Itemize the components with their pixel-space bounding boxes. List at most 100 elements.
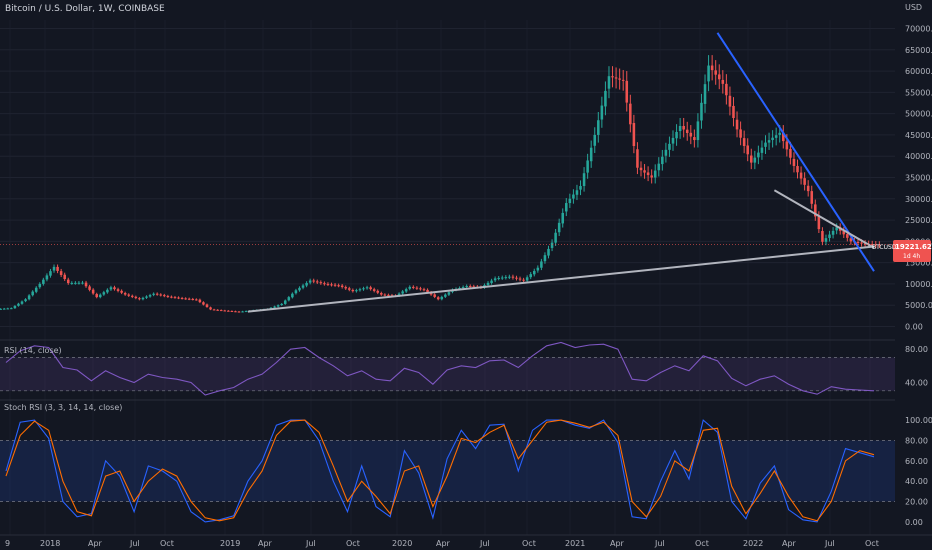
candle-body [148, 295, 152, 297]
candle-body [518, 278, 522, 280]
time-tick-label: 2019 [220, 539, 240, 548]
time-tick-label: Oct [522, 539, 536, 548]
grid-lines [0, 20, 895, 535]
candle-body [696, 121, 700, 141]
candle-body [682, 125, 685, 130]
candle-body [187, 298, 191, 300]
candle-body [276, 305, 280, 307]
candle-body [572, 194, 575, 199]
candle-body [597, 120, 600, 135]
candle-body [757, 152, 760, 158]
time-tick-label: Jul [305, 539, 316, 548]
candle-body [565, 203, 568, 212]
candle-body [561, 212, 565, 224]
trendline[interactable] [716, 32, 875, 272]
oscillator-tick-label: 60.00 [905, 457, 928, 466]
candle-body [348, 288, 351, 290]
trendline[interactable] [247, 245, 875, 313]
candle-body [106, 289, 109, 293]
candle-body [173, 297, 177, 299]
candle-body [778, 132, 782, 135]
candle-body [31, 291, 34, 296]
candle-body [170, 296, 173, 298]
candle-body [522, 279, 525, 281]
candle-body [557, 222, 561, 233]
candle-body [77, 282, 81, 284]
price-axis[interactable]: 0.005000.0010000.0015000.0020000.0025000… [905, 25, 932, 332]
candle-body [714, 70, 717, 75]
candle-body [141, 297, 145, 300]
trendline-group[interactable] [0, 32, 893, 313]
candle-body [529, 274, 532, 278]
price-tick-label: 50000.00 [905, 110, 932, 119]
candle-body [774, 135, 778, 138]
chart-title: Bitcoin / U.S. Dollar, 1W, COINBASE [5, 4, 165, 14]
candle-body [703, 84, 707, 104]
candle-body [180, 298, 184, 300]
candle-body [419, 288, 422, 290]
candle-body [344, 287, 348, 289]
candle-body [74, 282, 77, 284]
candle-body [273, 306, 276, 308]
candle-body [404, 289, 408, 292]
candle-body [493, 278, 497, 281]
price-tick-label: 55000.00 [905, 88, 932, 97]
time-tick-label: Jul [654, 539, 665, 548]
oscillator-line [5, 341, 875, 396]
stoch-rsi-pane[interactable]: 0.00 20.00 40.00 60.00 80.00 100.00 [0, 416, 932, 527]
candle-body [120, 290, 123, 293]
candle-body [323, 283, 326, 285]
trendline[interactable] [773, 189, 875, 249]
candle-body [444, 294, 447, 297]
candle-body [42, 279, 45, 284]
candle-body [38, 283, 42, 288]
candle-body [668, 143, 671, 150]
candle-body [710, 65, 714, 71]
candle-body [291, 293, 294, 298]
candle-body [803, 178, 806, 185]
candle-body [195, 299, 198, 301]
candle-body [131, 295, 134, 297]
time-tick-label: 2022 [743, 539, 763, 548]
time-tick-label: 9 [5, 539, 10, 548]
candle-body [2, 308, 6, 310]
candle-body [152, 293, 155, 295]
candle-body [458, 287, 461, 289]
candle-body [586, 160, 589, 173]
candle-body [159, 294, 163, 296]
candle-body [863, 243, 867, 245]
candle-body [415, 287, 419, 289]
stoch-title: Stoch RSI (3, 3, 14, 14, close) [4, 403, 122, 412]
candle-body [874, 244, 878, 246]
candle-body [216, 309, 219, 311]
time-axis[interactable]: 9 2018 Apr Jul Oct 2019 Apr Jul Oct 2020 Apr Jul Oct… [5, 539, 879, 548]
candle-body [66, 279, 70, 284]
candle-body [821, 231, 824, 242]
candle-body [582, 173, 586, 187]
candle-body [749, 155, 753, 163]
candle-body [721, 79, 725, 84]
oscillator-line [5, 419, 875, 523]
candle-body [831, 230, 835, 235]
time-tick-label: Oct [160, 539, 174, 548]
candle-body [657, 163, 661, 171]
rsi-pane[interactable]: 40.00 80.00 [0, 341, 928, 396]
candle-body [497, 277, 500, 279]
candle-body [693, 137, 696, 141]
candle-body [219, 310, 223, 312]
candle-body [625, 80, 629, 103]
candle-body [611, 76, 614, 78]
price-tick-label: 15000.00 [905, 259, 932, 268]
candle-body [639, 167, 643, 171]
last-price-ticker: BTCUSD [872, 244, 897, 251]
candle-body [817, 215, 821, 230]
candle-body [732, 105, 735, 119]
candle-body [789, 148, 792, 158]
rsi-title: RSI (14, close) [4, 346, 62, 355]
band-fill [0, 440, 895, 502]
oscillator-tick-label: 80.00 [905, 345, 928, 354]
candle-body [600, 105, 604, 120]
candle-body [81, 282, 84, 284]
candle-body [70, 282, 74, 284]
